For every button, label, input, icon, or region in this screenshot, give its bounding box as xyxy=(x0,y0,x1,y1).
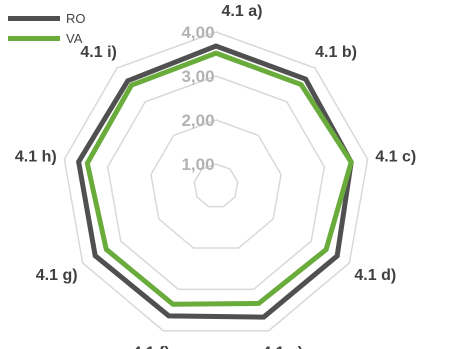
axis-label-5: 4.1 e) xyxy=(262,344,303,349)
tick-label: 3,00 xyxy=(181,67,214,86)
legend: RO VA xyxy=(8,8,86,48)
axis-label-2: 4.1 b) xyxy=(315,44,357,61)
legend-item-ro: RO xyxy=(8,8,86,28)
axis-label-7: 4.1 g) xyxy=(36,267,78,284)
legend-swatch-va xyxy=(8,35,60,41)
series-line-ro xyxy=(76,43,354,320)
tick-layer: 1,00 2,00 3,00 4,00 xyxy=(181,23,214,174)
tick-label: 1,00 xyxy=(181,155,214,174)
tick-label: 2,00 xyxy=(181,111,214,130)
axis-label-9: 4.1 i) xyxy=(80,44,116,61)
axis-label-1: 4.1 a) xyxy=(222,3,263,20)
legend-swatch-ro xyxy=(8,15,60,21)
axis-label-4: 4.1 d) xyxy=(354,267,396,284)
grid-ring-3 xyxy=(106,75,326,291)
axis-label-6: 4.1 f) xyxy=(132,344,169,349)
legend-item-va: VA xyxy=(8,28,86,48)
legend-label-va: VA xyxy=(66,30,83,46)
series-layer xyxy=(76,43,354,320)
grid-layer xyxy=(63,31,369,332)
axis-label-3: 4.1 c) xyxy=(375,148,416,165)
grid-ring-4 xyxy=(63,31,369,332)
axis-label-8: 4.1 h) xyxy=(15,148,57,165)
label-layer: 4.1 a) 4.1 b) 4.1 c) 4.1 d) 4.1 e) 4.1 f) 4.1 … xyxy=(15,3,416,349)
grid-ring-1 xyxy=(193,163,239,208)
series-line-va xyxy=(84,50,354,307)
tick-label: 4,00 xyxy=(181,23,214,42)
grid-ring-2 xyxy=(150,119,282,249)
legend-label-ro: RO xyxy=(66,10,86,26)
